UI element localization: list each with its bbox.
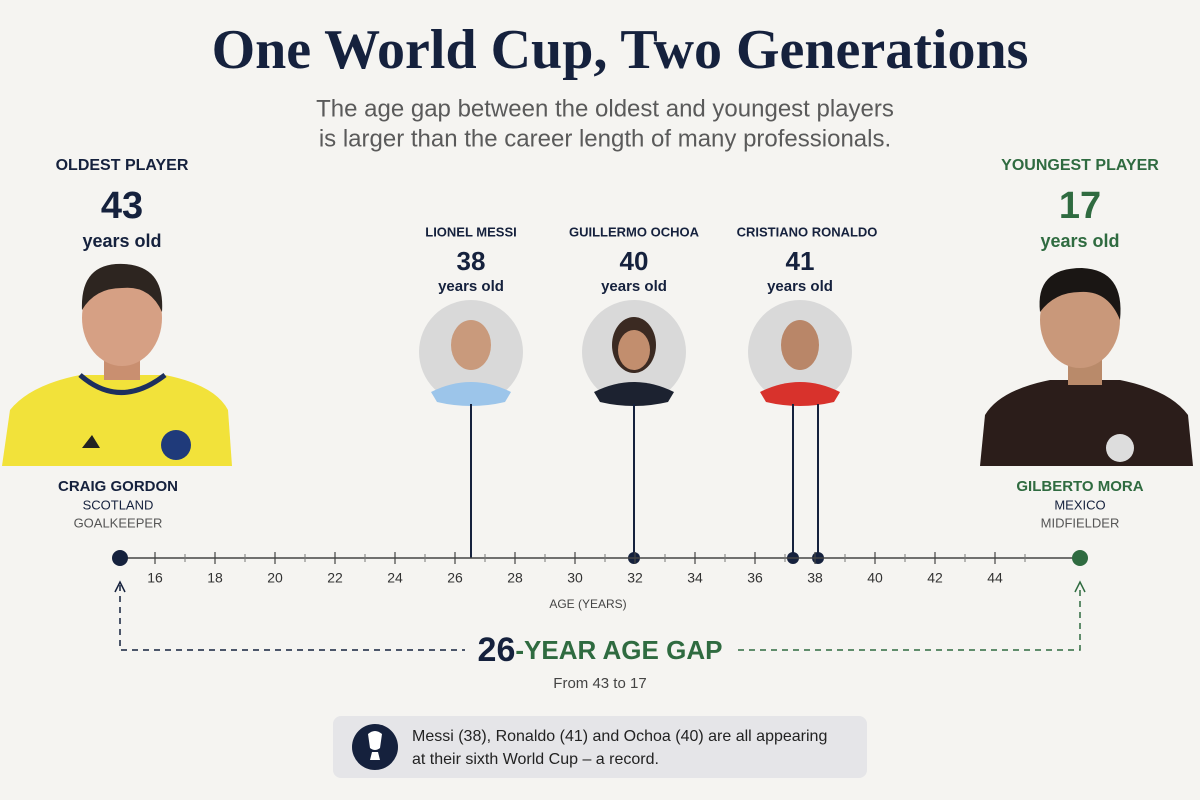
gap-bracket [738,585,1081,651]
age: 41 [786,246,815,276]
face [781,320,819,370]
player-photo [2,263,232,466]
label: OLDEST PLAYER [56,157,189,174]
veteran: GUILLERMO OCHOA 40 years old [569,224,700,564]
tick-label: 18 [207,570,223,586]
tick-label: 20 [267,570,283,586]
gap-note: From 43 to 17 [553,675,646,692]
country: SCOTLAND [83,497,154,512]
tick-label: 42 [927,570,943,586]
face [451,320,491,370]
tick-label: 24 [387,570,403,586]
trophy-shape [368,731,382,760]
veteran: CRISTIANO RONALDO 41 years old [737,224,878,564]
player-name: GUILLERMO OCHOA [569,224,700,239]
gap-text: -YEAR AGE GAP [515,635,722,665]
shirt [431,382,511,406]
ticks: 16 18 20 22 24 26 28 30 32 34 36 38 40 42 44 [147,552,1026,586]
age: 38 [457,246,486,276]
tick-label: 38 [807,570,823,586]
shirt [760,382,840,406]
tick-label: 36 [747,570,763,586]
axis-label: AGE (YEARS) [549,597,626,611]
unit: years old [82,231,161,251]
country: MEXICO [1054,497,1105,512]
title: One World Cup, Two Generations [212,19,1029,81]
tick-label: 28 [507,570,523,586]
position: MIDFIELDER [1041,515,1120,530]
callout-text: Messi (38), Ronaldo (41) and Ochoa (40) … [412,728,827,745]
tick-label: 26 [447,570,463,586]
position: GOALKEEPER [74,515,163,530]
tick-label: 16 [147,570,163,586]
unit: years old [767,278,833,295]
arrow [114,580,126,593]
tick-label: 34 [687,570,703,586]
tick-label: 44 [987,570,1003,586]
veteran: LIONEL MESSI 38 years old [419,224,523,558]
gap-number: 26 [478,631,516,669]
endpoint [112,550,128,566]
arrow [1074,580,1086,593]
tick-label: 22 [327,570,343,586]
label: YOUNGEST PLAYER [1001,157,1159,174]
shirt [594,382,674,406]
age: 43 [101,185,143,227]
gap-heading: 26-YEAR AGE GAP [478,631,723,669]
age: 40 [620,246,649,276]
subtitle: is larger than the career length of many… [319,125,891,152]
tick-label: 40 [867,570,883,586]
endpoint [1072,550,1088,566]
tick-label: 32 [627,570,643,586]
player-photo [980,268,1193,466]
player-name: CRISTIANO RONALDO [737,224,878,239]
age: 17 [1059,185,1101,227]
player-name: LIONEL MESSI [425,224,517,239]
callout-text: at their sixth World Cup – a record. [412,751,659,768]
tick-label: 30 [567,570,583,586]
unit: years old [438,278,504,295]
player-name: GILBERTO MORA [1016,478,1143,495]
player-name: CRAIG GORDON [58,478,178,495]
unit: years old [601,278,667,295]
face [618,330,650,370]
unit: years old [1040,231,1119,251]
subtitle: The age gap between the oldest and young… [316,95,894,122]
callout-box [333,716,867,778]
